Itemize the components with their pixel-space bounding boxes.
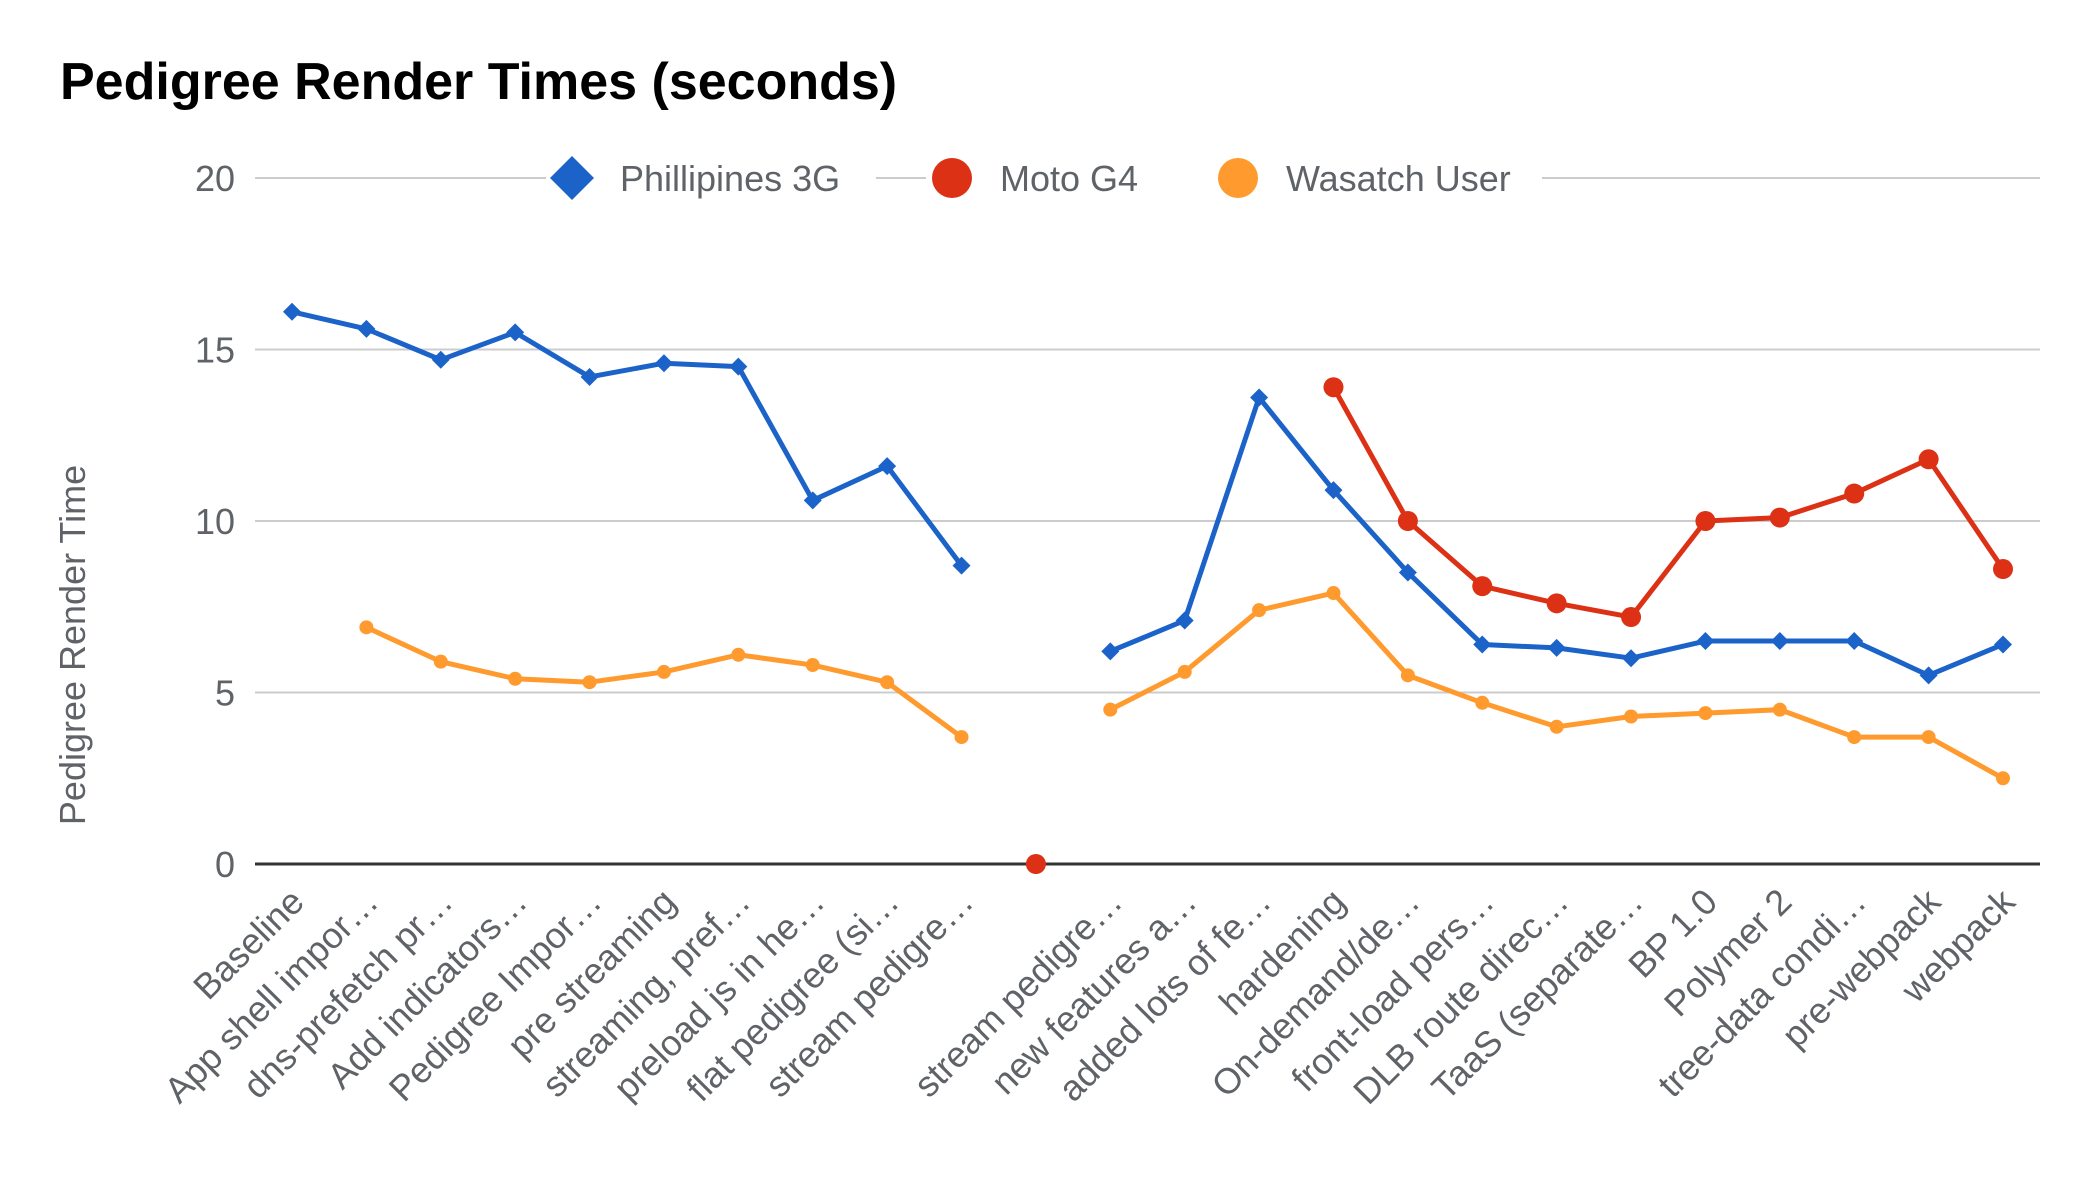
legend-backdrop <box>926 150 1256 206</box>
data-point <box>508 671 523 686</box>
data-point <box>1175 611 1194 630</box>
legend-marker <box>1218 158 1258 198</box>
data-point <box>1994 635 2012 654</box>
data-point <box>506 323 525 342</box>
data-point <box>1993 559 2013 580</box>
data-point <box>880 675 895 690</box>
legend-backdrop <box>546 150 876 206</box>
data-point <box>1624 709 1639 724</box>
data-point <box>952 556 971 575</box>
data-point <box>729 357 748 376</box>
legend-label: Moto G4 <box>1000 158 1138 199</box>
series-1 <box>283 302 2012 685</box>
data-point <box>580 367 599 386</box>
data-point <box>582 675 597 690</box>
y-tick-label: 15 <box>195 330 235 371</box>
data-point <box>1844 483 1865 504</box>
data-point <box>1772 702 1787 717</box>
legend-item: Wasatch User <box>1212 150 1542 206</box>
data-point <box>1473 635 1492 654</box>
legend: Phillipines 3G Moto G4 Wasatch User <box>546 150 1542 206</box>
legend-item: Moto G4 <box>926 150 1256 206</box>
data-point <box>1695 511 1716 531</box>
data-point <box>805 658 820 673</box>
y-tick-label: 10 <box>195 501 235 542</box>
data-point <box>1547 638 1566 657</box>
data-point <box>1919 666 1938 685</box>
y-tick-label: 0 <box>215 844 235 885</box>
y-tick-label: 20 <box>195 158 235 199</box>
legend-marker <box>932 158 972 198</box>
series-line <box>291 309 964 568</box>
data-point <box>1847 730 1862 745</box>
data-point <box>1622 649 1641 668</box>
data-point <box>1918 449 1939 470</box>
data-point <box>731 647 746 662</box>
series-line <box>1331 386 2006 620</box>
data-point <box>656 664 671 679</box>
y-axis-label: Pedigree Render Time <box>52 465 93 825</box>
series-line <box>1109 590 2005 781</box>
data-point <box>1769 507 1790 528</box>
data-point <box>654 354 673 373</box>
data-point <box>1621 607 1642 628</box>
y-axis-ticks: 0 5 10 15 20 <box>195 158 235 885</box>
data-point <box>1323 377 1344 398</box>
data-point <box>1698 706 1713 721</box>
data-point <box>1400 668 1415 683</box>
series-2 <box>1025 377 2013 874</box>
chart-title: Pedigree Render Times (seconds) <box>60 53 898 111</box>
data-point <box>283 302 301 321</box>
legend-label: Phillipines 3G <box>620 158 840 199</box>
data-point <box>1103 702 1118 717</box>
legend-label: Wasatch User <box>1286 158 1511 199</box>
data-point <box>1177 664 1192 679</box>
data-point <box>359 620 374 635</box>
series-3 <box>359 586 2010 786</box>
data-point <box>1845 632 1864 651</box>
data-point <box>954 730 969 745</box>
data-point <box>1921 730 1936 745</box>
data-point <box>431 350 450 369</box>
series-line <box>1109 395 2004 678</box>
legend-marker <box>550 156 594 200</box>
data-point <box>1326 586 1341 601</box>
legend-backdrop <box>1212 150 1542 206</box>
data-point <box>1101 642 1120 661</box>
data-point <box>1324 481 1343 500</box>
data-point <box>357 319 376 338</box>
data-point <box>1996 771 2010 786</box>
data-point <box>1549 719 1564 734</box>
data-point <box>878 457 897 476</box>
series-layer <box>283 302 2013 874</box>
data-point <box>1398 563 1417 582</box>
data-point <box>1250 388 1269 407</box>
data-point <box>1025 854 1046 874</box>
data-point <box>803 491 822 510</box>
y-tick-label: 5 <box>215 673 235 714</box>
data-point <box>1770 632 1789 651</box>
data-point <box>1475 695 1490 710</box>
data-point <box>1696 632 1715 651</box>
data-point <box>433 654 448 669</box>
data-point <box>1252 603 1267 618</box>
data-point <box>1397 511 1418 531</box>
legend-item: Phillipines 3G <box>546 150 876 206</box>
series-line <box>365 625 964 740</box>
data-point <box>1546 593 1567 614</box>
data-point <box>1472 576 1493 597</box>
